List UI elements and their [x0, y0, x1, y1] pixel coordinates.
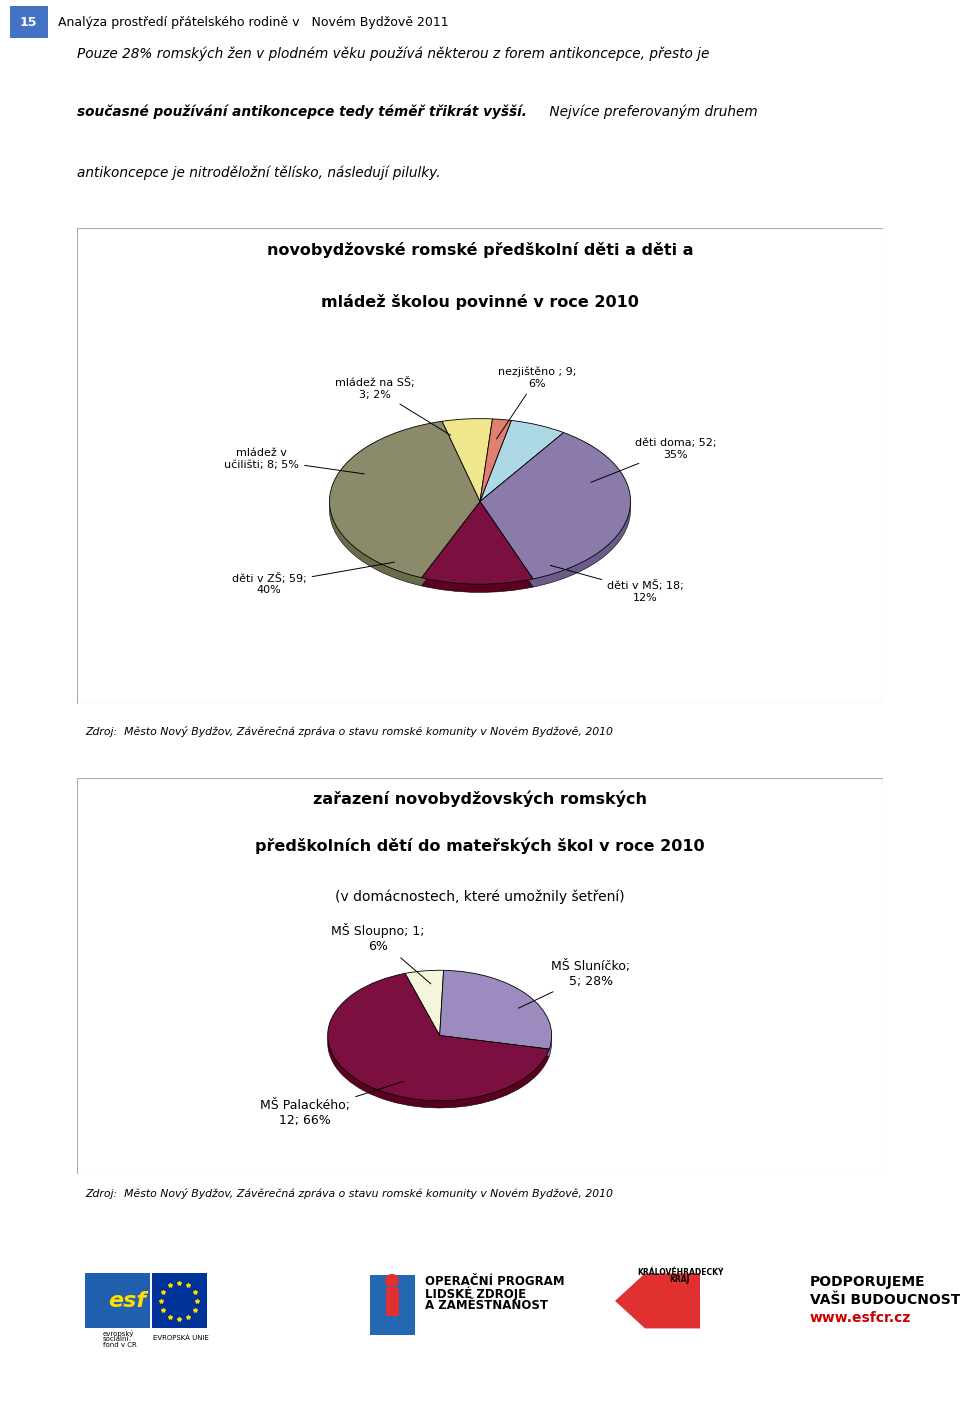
Text: (v domácnostech, které umožnily šetření): (v domácnostech, které umožnily šetření) [335, 889, 625, 904]
Wedge shape [480, 441, 631, 588]
Text: PODPORUJEME: PODPORUJEME [810, 1275, 925, 1289]
Wedge shape [329, 421, 480, 578]
Bar [10, 6, 48, 38]
Text: současné používání antikoncepce tedy téměř třikrát vyšší.: současné používání antikoncepce tedy tém… [77, 104, 527, 118]
Text: mládež v
učilišti; 8; 5%: mládež v učilišti; 8; 5% [225, 448, 365, 474]
Wedge shape [405, 970, 444, 1036]
Text: www.esfcr.cz: www.esfcr.cz [810, 1311, 911, 1325]
Wedge shape [480, 420, 564, 501]
Text: Analýza prostředí přátelského rodině v   Novém Bydžově 2011: Analýza prostředí přátelského rodině v N… [58, 16, 448, 28]
Text: LIDSKÉ ZDROJE: LIDSKÉ ZDROJE [425, 1286, 526, 1302]
Text: MŠ Sluníčko;
5; 28%: MŠ Sluníčko; 5; 28% [518, 959, 631, 1009]
Wedge shape [421, 501, 533, 585]
Bar [85, 1274, 150, 1328]
Text: novobydžovské romské předškolní děti a děti a: novobydžovské romské předškolní děti a d… [267, 242, 693, 258]
Text: VAŠI BUDOUCNOST: VAŠI BUDOUCNOST [810, 1294, 960, 1306]
Wedge shape [329, 430, 480, 586]
Wedge shape [405, 978, 444, 1043]
Text: mládež školou povinné v roce 2010: mládež školou povinné v roce 2010 [321, 295, 639, 310]
Text: nezjištěno ; 9;
6%: nezjištěno ; 9; 6% [496, 367, 576, 438]
Wedge shape [421, 509, 533, 592]
Text: OPERAČNÍ PROGRAM: OPERAČNÍ PROGRAM [425, 1275, 564, 1288]
Text: Nejvíce preferovaným druhem: Nejvíce preferovaným druhem [544, 104, 757, 118]
Text: MŠ Sloupno; 1;
6%: MŠ Sloupno; 1; 6% [331, 924, 431, 983]
Bar [386, 1288, 399, 1316]
Wedge shape [327, 973, 549, 1101]
Wedge shape [480, 427, 512, 509]
Text: zařazení novobydžovských romských: zařazení novobydžovských romských [313, 790, 647, 807]
Text: předškolních dětí do mateřských škol v roce 2010: předškolních dětí do mateřských škol v r… [255, 838, 705, 854]
Text: EVROPSKÁ UNIE: EVROPSKÁ UNIE [153, 1335, 209, 1342]
Text: fond v ČR: fond v ČR [103, 1342, 136, 1349]
Bar [370, 1275, 415, 1335]
Text: sociální: sociální [103, 1336, 130, 1342]
Wedge shape [327, 980, 549, 1109]
Text: A ZAMĚSTNANOST: A ZAMĚSTNANOST [425, 1299, 548, 1312]
Wedge shape [443, 418, 492, 501]
Text: 15: 15 [20, 16, 37, 28]
Text: antikoncepce je nitroděložní tělísko, následují pilulky.: antikoncepce je nitroděložní tělísko, ná… [77, 165, 441, 179]
Circle shape [385, 1274, 399, 1288]
Text: Pouze 28% romských žen v plodném věku používá některou z forem antikoncepce, pře: Pouze 28% romských žen v plodném věku po… [77, 47, 709, 61]
Text: KRÁLOVÉHRADECKÝ: KRÁLOVÉHRADECKÝ [636, 1268, 723, 1276]
Text: evropský: evropský [103, 1331, 134, 1338]
Text: Zdroj:  Město Nový Bydžov, Závěrečná zpráva o stavu romské komunity v Novém Bydž: Zdroj: Město Nový Bydžov, Závěrečná zprá… [84, 726, 612, 737]
Text: děti doma; 52;
35%: děti doma; 52; 35% [591, 438, 716, 482]
Text: esf: esf [108, 1291, 146, 1311]
Text: MŠ Palackého;
12; 66%: MŠ Palackého; 12; 66% [260, 1081, 403, 1127]
Bar [152, 1274, 207, 1328]
Text: děti v ZŠ; 59;
40%: děti v ZŠ; 59; 40% [232, 562, 395, 595]
Text: KRAJ: KRAJ [670, 1275, 690, 1284]
Wedge shape [440, 970, 552, 1049]
Text: mládež na SŠ;
3; 2%: mládež na SŠ; 3; 2% [335, 377, 450, 435]
Text: děti v MŠ; 18;
12%: děti v MŠ; 18; 12% [550, 565, 684, 603]
Wedge shape [480, 418, 512, 501]
FancyArrow shape [615, 1274, 700, 1329]
Text: Zdroj:  Město Nový Bydžov, Závěrečná zpráva o stavu romské komunity v Novém Bydž: Zdroj: Město Nový Bydžov, Závěrečná zprá… [84, 1188, 612, 1198]
Wedge shape [443, 427, 492, 509]
Wedge shape [480, 428, 564, 509]
Wedge shape [480, 433, 631, 579]
Wedge shape [440, 978, 552, 1056]
